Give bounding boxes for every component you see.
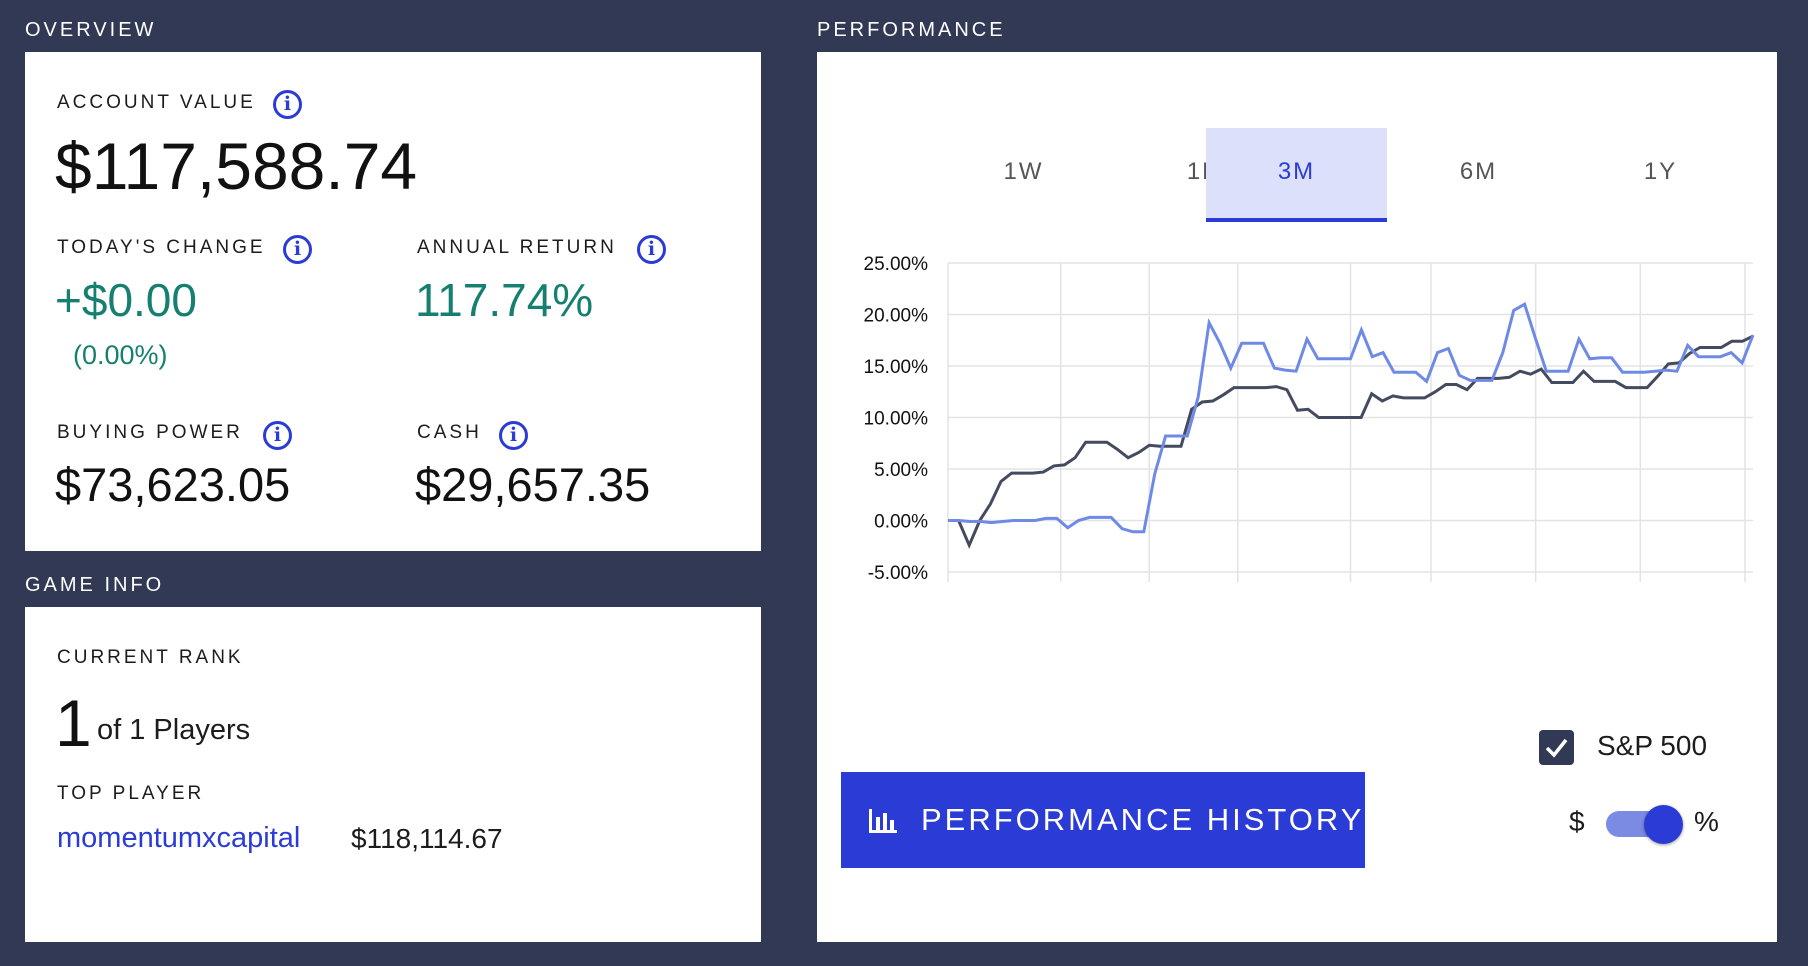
dollar-percent-toggle[interactable] [1606,805,1683,844]
annual-return-info-icon[interactable]: i [637,235,666,264]
performance-history-button[interactable]: PERFORMANCE HISTORY [841,772,1365,868]
bar-chart-icon [869,809,897,833]
y-tick-label: 10.00% [864,409,929,430]
y-tick-label: 0.00% [874,512,928,533]
buying-power-info-icon[interactable]: i [263,421,292,450]
game-info-section-label: GAME INFO [25,574,165,596]
cash-label: CASH [417,422,482,443]
top-player-link[interactable]: momentumxcapital [57,822,301,854]
todays-change-value: +$0.00 [55,274,197,326]
top-player-label: TOP PLAYER [57,783,205,804]
todays-change-info-icon[interactable]: i [283,235,312,264]
sp500-series-line [948,334,1754,550]
account-value-label: ACCOUNT VALUE [57,92,256,113]
top-player-value: $118,114.67 [351,823,503,854]
checkmark-icon [1545,738,1568,758]
account-value-info-icon[interactable]: i [273,90,302,119]
portfolio-series-line [948,301,1755,534]
toggle-knob [1644,805,1683,844]
tab-1w[interactable]: 1W [1003,158,1044,185]
performance-section-label: PERFORMANCE [817,19,1006,41]
current-rank-label: CURRENT RANK [57,647,244,668]
sp500-label: S&P 500 [1597,730,1708,761]
overview-card: ACCOUNT VALUE i $117,588.74 TODAY'S CHAN… [25,52,761,551]
cash-info-icon[interactable]: i [499,421,528,450]
annual-return-value: 117.74% [415,274,594,326]
performance-history-label: PERFORMANCE HISTORY [921,802,1365,837]
tab-1y[interactable]: 1Y [1643,158,1678,185]
sp500-checkbox[interactable] [1539,730,1574,765]
annual-return-label: ANNUAL RETURN [417,237,617,258]
buying-power-label: BUYING POWER [57,422,243,443]
account-value: $117,588.74 [55,129,418,203]
y-tick-label: 5.00% [874,460,928,481]
performance-chart: 25.00% 20.00% 15.00% 10.00% 5.00% 0.00% -5.00% [864,254,1755,584]
y-tick-label: 25.00% [864,254,929,275]
toggle-dollar-label: $ [1569,806,1585,837]
toggle-percent-label: % [1694,806,1719,837]
rank-number: 1 [55,686,92,760]
overview-section-label: OVERVIEW [25,19,157,41]
todays-change-label: TODAY'S CHANGE [57,237,266,258]
performance-card: 1W 1M 3M 6M 1Y 25.00%20.00%15.00%10.00%5… [817,52,1777,942]
cash-value: $29,657.35 [415,458,651,511]
buying-power-value: $73,623.05 [55,458,291,511]
tab-3m[interactable]: 3M [1206,128,1387,222]
rank-suffix: of 1 Players [97,714,251,746]
y-tick-label: 15.00% [864,357,929,378]
todays-change-percent: (0.00%) [73,340,168,370]
y-tick-label: -5.00% [868,563,928,584]
y-tick-label: 20.00% [864,306,929,327]
game-info-card: CURRENT RANK 1 of 1 Players TOP PLAYER m… [25,607,761,942]
tab-6m[interactable]: 6M [1459,158,1498,185]
